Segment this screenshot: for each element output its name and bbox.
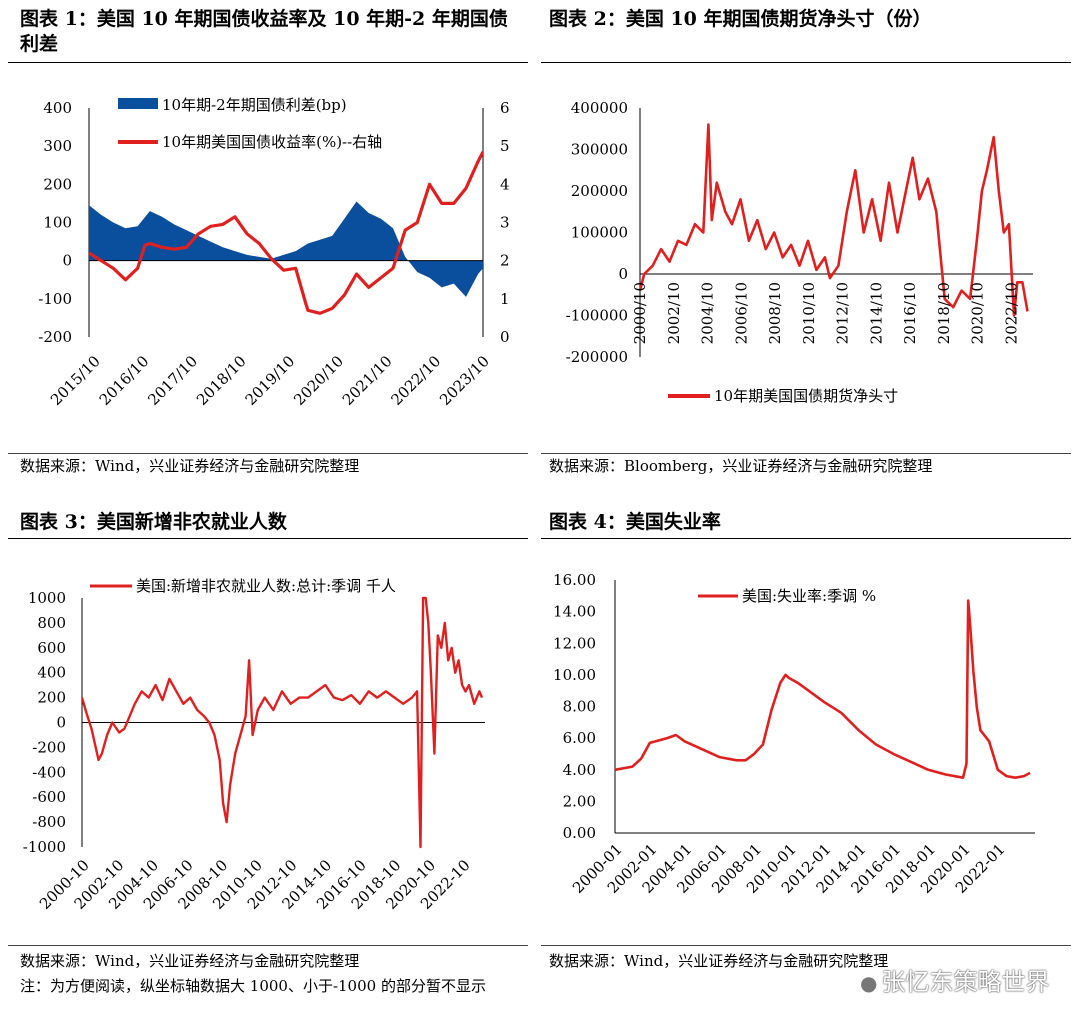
chart-2-x-tick-0: 2000/10 <box>631 282 649 344</box>
chart-2-y-tick-3: 100000 <box>571 224 628 242</box>
chart-4-legend-label: 美国:失业率:季调 % <box>742 587 876 605</box>
wechat-icon: ● <box>860 971 878 995</box>
chart-1-left-tick-5: 300 <box>43 137 72 155</box>
chart-2-y-tick-2: 0 <box>618 265 628 283</box>
chart-2-y-tick-4: 200000 <box>571 182 628 200</box>
chart-2-y-tick-6: 400000 <box>571 99 628 117</box>
chart-3-y-tick-4: -200 <box>32 738 66 756</box>
chart-1-right-tick-6: 6 <box>500 99 510 117</box>
chart-2: -200000 -100000 0 100000 200000 300000 400000 2… <box>566 99 1033 405</box>
chart-1-x-tick-0: 2015/10 <box>47 352 104 409</box>
chart-1-x-tick-4: 2019/10 <box>242 352 299 409</box>
chart-1-left-tick-4: 200 <box>43 175 72 193</box>
chart-3-y-tick-9: 800 <box>37 614 66 632</box>
panel-3-title: 图表 3：美国新增非农就业人数 <box>20 511 287 533</box>
chart-1-spread-area <box>89 201 483 297</box>
chart-2-legend-label: 10年期美国国债期货净头寸 <box>714 387 898 405</box>
chart-2-x-tick-1: 2002/10 <box>665 282 683 344</box>
panel-1-title: 图表 1：美国 10 年期国债收益率及 10 年期-2 年期国债利差 <box>20 8 508 55</box>
panel-2-source-rule <box>541 453 1071 454</box>
chart-1-x-tick-2: 2017/10 <box>144 352 201 409</box>
chart-1-x-tick-6: 2021/10 <box>339 352 396 409</box>
chart-2-x-tick-9: 2018/10 <box>935 282 953 344</box>
chart-1-yield-line <box>89 151 483 315</box>
chart-4-y-tick-7: 14.00 <box>553 603 596 621</box>
panel-3-source: 数据来源：Wind，兴业证券经济与金融研究院整理 <box>20 952 360 970</box>
panel-3-title-rule <box>8 538 528 539</box>
chart-4-y-tick-6: 12.00 <box>553 634 596 652</box>
chart-4-y-tick-0: 0.00 <box>563 824 596 842</box>
chart-2-x-tick-6: 2012/10 <box>834 282 852 344</box>
chart-1-legend-swatch-spread <box>118 98 158 109</box>
chart-2-x-tick-2: 2004/10 <box>699 282 717 344</box>
panel-1-source-rule <box>8 453 528 454</box>
chart-3: -1000-800-600-400-2000200400600800100020… <box>23 577 485 913</box>
chart-4-y-tick-1: 2.00 <box>563 792 596 810</box>
chart-2-x-tick-3: 2006/10 <box>732 282 750 344</box>
panel-4-title-rule <box>541 538 1071 539</box>
chart-3-y-tick-5: 0 <box>56 714 66 732</box>
chart-1-left-tick-1: -100 <box>38 290 72 308</box>
chart-3-y-tick-0: -1000 <box>23 838 66 856</box>
chart-1-x-tick-5: 2020/10 <box>290 352 347 409</box>
chart-2-y-tick-1: -100000 <box>566 307 628 325</box>
chart-2-y-tick-0: -200000 <box>566 348 628 366</box>
chart-1-right-tick-3: 3 <box>500 214 510 232</box>
chart-4-y-tick-4: 8.00 <box>563 698 596 716</box>
chart-3-legend-label: 美国:新增非农就业人数:总计:季调 千人 <box>136 577 396 595</box>
chart-1-x-tick-1: 2016/10 <box>96 352 153 409</box>
panel-1-title-rule <box>8 62 528 63</box>
chart-3-y-tick-1: -800 <box>32 813 66 831</box>
chart-1-right-tick-5: 5 <box>500 137 510 155</box>
chart-1-x-tick-8: 2023/10 <box>436 352 493 409</box>
chart-3-y-tick-8: 600 <box>37 639 66 657</box>
chart-2-x-tick-8: 2016/10 <box>901 282 919 344</box>
panel-4-source-rule <box>541 945 1071 946</box>
chart-3-y-tick-10: 1000 <box>28 589 66 607</box>
chart-4: 0.00 2.00 4.00 6.00 8.00 10.00 12.00 14.00 16.00… <box>553 571 1035 897</box>
chart-1-right-tick-0: 0 <box>500 328 510 346</box>
chart-3-y-tick-7: 400 <box>37 664 66 682</box>
chart-1: -200 -100 0 100 200 300 400 0 1 2 3 4 5 6 2015/102016/… <box>38 96 509 409</box>
panel-2-source: 数据来源：Bloomberg，兴业证券经济与金融研究院整理 <box>549 457 933 475</box>
chart-1-x-tick-7: 2022/10 <box>388 352 445 409</box>
panel-3-source-rule <box>8 945 528 946</box>
chart-2-position-line <box>640 123 1029 317</box>
chart-3-payrolls-line <box>82 596 484 849</box>
chart-4-y-tick-5: 10.00 <box>553 666 596 684</box>
watermark-text: ● 张忆东策略世界 <box>860 968 1050 996</box>
chart-1-right-tick-2: 2 <box>500 252 510 270</box>
panel-2-title: 图表 2：美国 10 年期国债期货净头寸（份） <box>549 8 932 30</box>
chart-1-x-tick-3: 2018/10 <box>193 352 250 409</box>
chart-1-left-tick-6: 400 <box>43 99 72 117</box>
chart-2-x-tick-10: 2020/10 <box>969 282 987 344</box>
chart-4-y-tick-3: 6.00 <box>563 729 596 747</box>
chart-2-x-tick-5: 2010/10 <box>800 282 818 344</box>
chart-1-left-tick-2: 0 <box>62 252 72 270</box>
chart-1-left-tick-0: -200 <box>38 328 72 346</box>
chart-2-x-tick-7: 2014/10 <box>867 282 885 344</box>
chart-3-y-tick-6: 200 <box>37 689 66 707</box>
chart-1-right-tick-4: 4 <box>500 175 510 193</box>
panel-4-source: 数据来源：Wind，兴业证券经济与金融研究院整理 <box>549 952 889 970</box>
chart-1-left-tick-3: 100 <box>43 214 72 232</box>
chart-2-x-tick-11: 2022/10 <box>1002 282 1020 344</box>
chart-2-y-tick-5: 300000 <box>571 141 628 159</box>
chart-1-legend-yield: 10年期美国国债收益率(%)--右轴 <box>162 133 382 151</box>
chart-1-legend-spread: 10年期-2年期国债利差(bp) <box>162 96 347 114</box>
panel-1-source: 数据来源：Wind，兴业证券经济与金融研究院整理 <box>20 457 360 475</box>
panel-3-note: 注：为方便阅读，纵坐标轴数据大 1000、小于-1000 的部分暂不显示 <box>20 977 486 995</box>
chart-4-y-tick-2: 4.00 <box>563 761 596 779</box>
chart-2-x-tick-4: 2008/10 <box>766 282 784 344</box>
chart-4-unemployment-line <box>614 599 1031 779</box>
chart-3-y-tick-3: -400 <box>32 763 66 781</box>
chart-4-y-tick-8: 16.00 <box>553 571 596 589</box>
chart-1-right-tick-1: 1 <box>500 290 510 308</box>
panel-4-title: 图表 4：美国失业率 <box>549 511 721 533</box>
chart-3-y-tick-2: -600 <box>32 788 66 806</box>
panel-2-title-rule <box>541 62 1071 63</box>
